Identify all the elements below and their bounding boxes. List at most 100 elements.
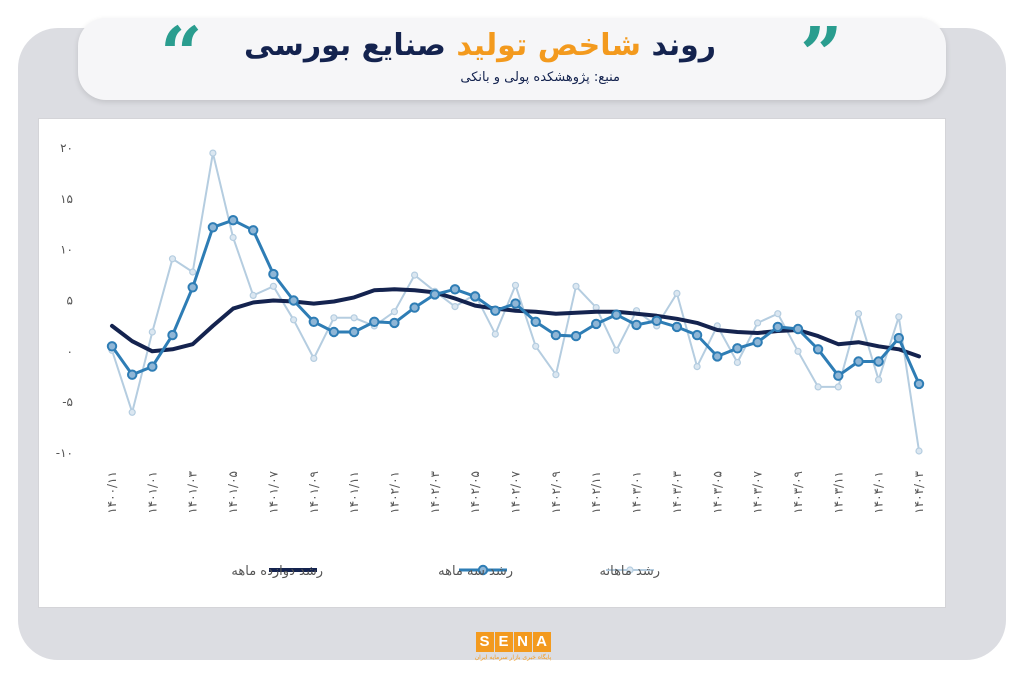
data-point bbox=[348, 326, 360, 338]
x-tick-label: ۱۴۰۱/۰۳ bbox=[186, 470, 200, 513]
logo-letter: N bbox=[513, 632, 532, 652]
data-point bbox=[591, 318, 602, 330]
data-point bbox=[913, 378, 925, 390]
data-point bbox=[209, 149, 217, 157]
data-point bbox=[895, 313, 903, 321]
x-tick-label: ۱۴۰۱/۰۹ bbox=[307, 471, 321, 514]
title-part-1: روند bbox=[651, 28, 716, 63]
x-tick-label: ۱۴۰۲/۰۷ bbox=[509, 470, 523, 513]
x-tick-label: ۱۴۰۰/۱۱ bbox=[105, 471, 119, 514]
x-tick-label: ۱۴۰۴/۰۱ bbox=[872, 471, 886, 514]
data-point bbox=[631, 319, 642, 331]
data-point bbox=[510, 298, 521, 309]
data-point bbox=[187, 282, 198, 293]
data-point bbox=[611, 309, 622, 320]
x-tick-label: ۱۴۰۳/۰۳ bbox=[670, 470, 684, 513]
title-part-2: صنایع بورسی bbox=[243, 28, 446, 63]
data-point bbox=[532, 342, 540, 350]
data-point bbox=[854, 310, 863, 318]
data-point bbox=[691, 329, 703, 341]
data-point bbox=[167, 329, 178, 341]
data-point bbox=[915, 447, 923, 455]
data-point bbox=[772, 321, 783, 333]
data-point bbox=[671, 321, 683, 333]
x-tick-label: ۱۴۰۲/۱۱ bbox=[589, 471, 603, 514]
data-point bbox=[874, 376, 883, 384]
data-point bbox=[128, 408, 136, 416]
x-tick-label: ۱۴۰۲/۰۹ bbox=[549, 471, 563, 514]
legend-marker bbox=[626, 566, 634, 574]
data-point bbox=[893, 332, 904, 344]
y-tick-label: ۱۵ bbox=[60, 192, 73, 206]
y-tick-label: ۰ bbox=[67, 344, 73, 358]
data-point bbox=[449, 284, 461, 295]
data-point bbox=[369, 316, 380, 328]
data-point bbox=[570, 330, 582, 342]
data-point bbox=[249, 291, 257, 299]
data-point bbox=[733, 358, 742, 367]
data-point bbox=[732, 343, 743, 354]
data-point bbox=[469, 291, 481, 302]
data-point bbox=[693, 363, 701, 371]
y-tick-label: ۲۰ bbox=[60, 141, 73, 155]
data-point bbox=[411, 271, 419, 279]
x-tick-label: ۱۴۰۳/۰۷ bbox=[751, 470, 765, 513]
data-point bbox=[310, 354, 318, 362]
data-point bbox=[207, 222, 219, 233]
legend-label: رشد دوازده ماهه bbox=[231, 564, 323, 579]
header-banner bbox=[78, 18, 946, 100]
data-point bbox=[308, 316, 319, 328]
x-tick-label: ۱۴۰۲/۰۱ bbox=[387, 471, 401, 514]
data-point bbox=[814, 383, 822, 391]
title-accent: شاخص تولید bbox=[456, 28, 642, 63]
data-point bbox=[552, 371, 560, 379]
quote-close-icon: ” bbox=[800, 12, 843, 98]
data-point bbox=[873, 356, 884, 367]
y-tick-label: ۵ bbox=[67, 294, 73, 308]
source-note: منبع: پژوهشکده پولی و بانکی bbox=[460, 70, 620, 85]
data-point bbox=[612, 346, 621, 354]
data-point bbox=[550, 329, 562, 341]
x-tick-label: ۱۴۰۴/۰۳ bbox=[912, 470, 926, 513]
quote-open-icon: “ bbox=[160, 12, 203, 98]
data-point bbox=[229, 233, 237, 242]
x-tick-label: ۱۴۰۳/۰۱ bbox=[630, 471, 644, 514]
data-point bbox=[490, 305, 501, 316]
x-tick-label: ۱۴۰۳/۰۵ bbox=[710, 471, 724, 514]
logo-letter: E bbox=[494, 632, 513, 652]
y-tick-label: -۵ bbox=[62, 395, 73, 409]
data-point bbox=[330, 314, 338, 322]
data-point bbox=[148, 328, 156, 336]
data-point bbox=[511, 281, 520, 289]
x-tick-label: ۱۴۰۱/۰۵ bbox=[226, 471, 240, 514]
data-point bbox=[834, 383, 842, 391]
legend-marker bbox=[477, 564, 489, 576]
page-title: روند شاخص تولید صنایع بورسی bbox=[200, 28, 760, 63]
data-point bbox=[491, 330, 499, 338]
data-point bbox=[572, 282, 580, 290]
logo-letter: A bbox=[532, 632, 551, 652]
data-point bbox=[189, 268, 197, 276]
data-point bbox=[794, 347, 802, 355]
data-point bbox=[168, 255, 177, 263]
data-point bbox=[350, 314, 358, 322]
data-point bbox=[269, 282, 277, 290]
data-point bbox=[429, 289, 440, 300]
series-line bbox=[110, 287, 921, 359]
data-point bbox=[390, 308, 398, 316]
data-point bbox=[451, 303, 459, 311]
legend-label: رشد سه ماهه bbox=[438, 564, 513, 579]
data-point bbox=[752, 337, 763, 348]
data-point bbox=[328, 326, 340, 338]
chart-card: ۲۰ ۱۵ ۱۰ ۵ ۰ -۵ -۱۰ ۱۴۰۰/۱۱ ۱۴۰۱/۰۱ ۱۴۰۱/۰۳ ۱۴۰۱/۰… bbox=[38, 118, 946, 608]
data-point bbox=[409, 302, 420, 313]
data-point bbox=[651, 315, 662, 327]
data-point bbox=[147, 361, 158, 372]
x-tick-label: ۱۴۰۱/۰۷ bbox=[266, 470, 280, 513]
data-point bbox=[753, 319, 762, 327]
data-point bbox=[792, 323, 804, 335]
data-point bbox=[673, 289, 681, 297]
legend-label: رشد ماهانه bbox=[600, 564, 660, 579]
sena-logo: S E N A پایگاه خبری بازار سرمایه ایران bbox=[468, 632, 558, 672]
logo-tagline: پایگاه خبری بازار سرمایه ایران bbox=[474, 654, 552, 661]
